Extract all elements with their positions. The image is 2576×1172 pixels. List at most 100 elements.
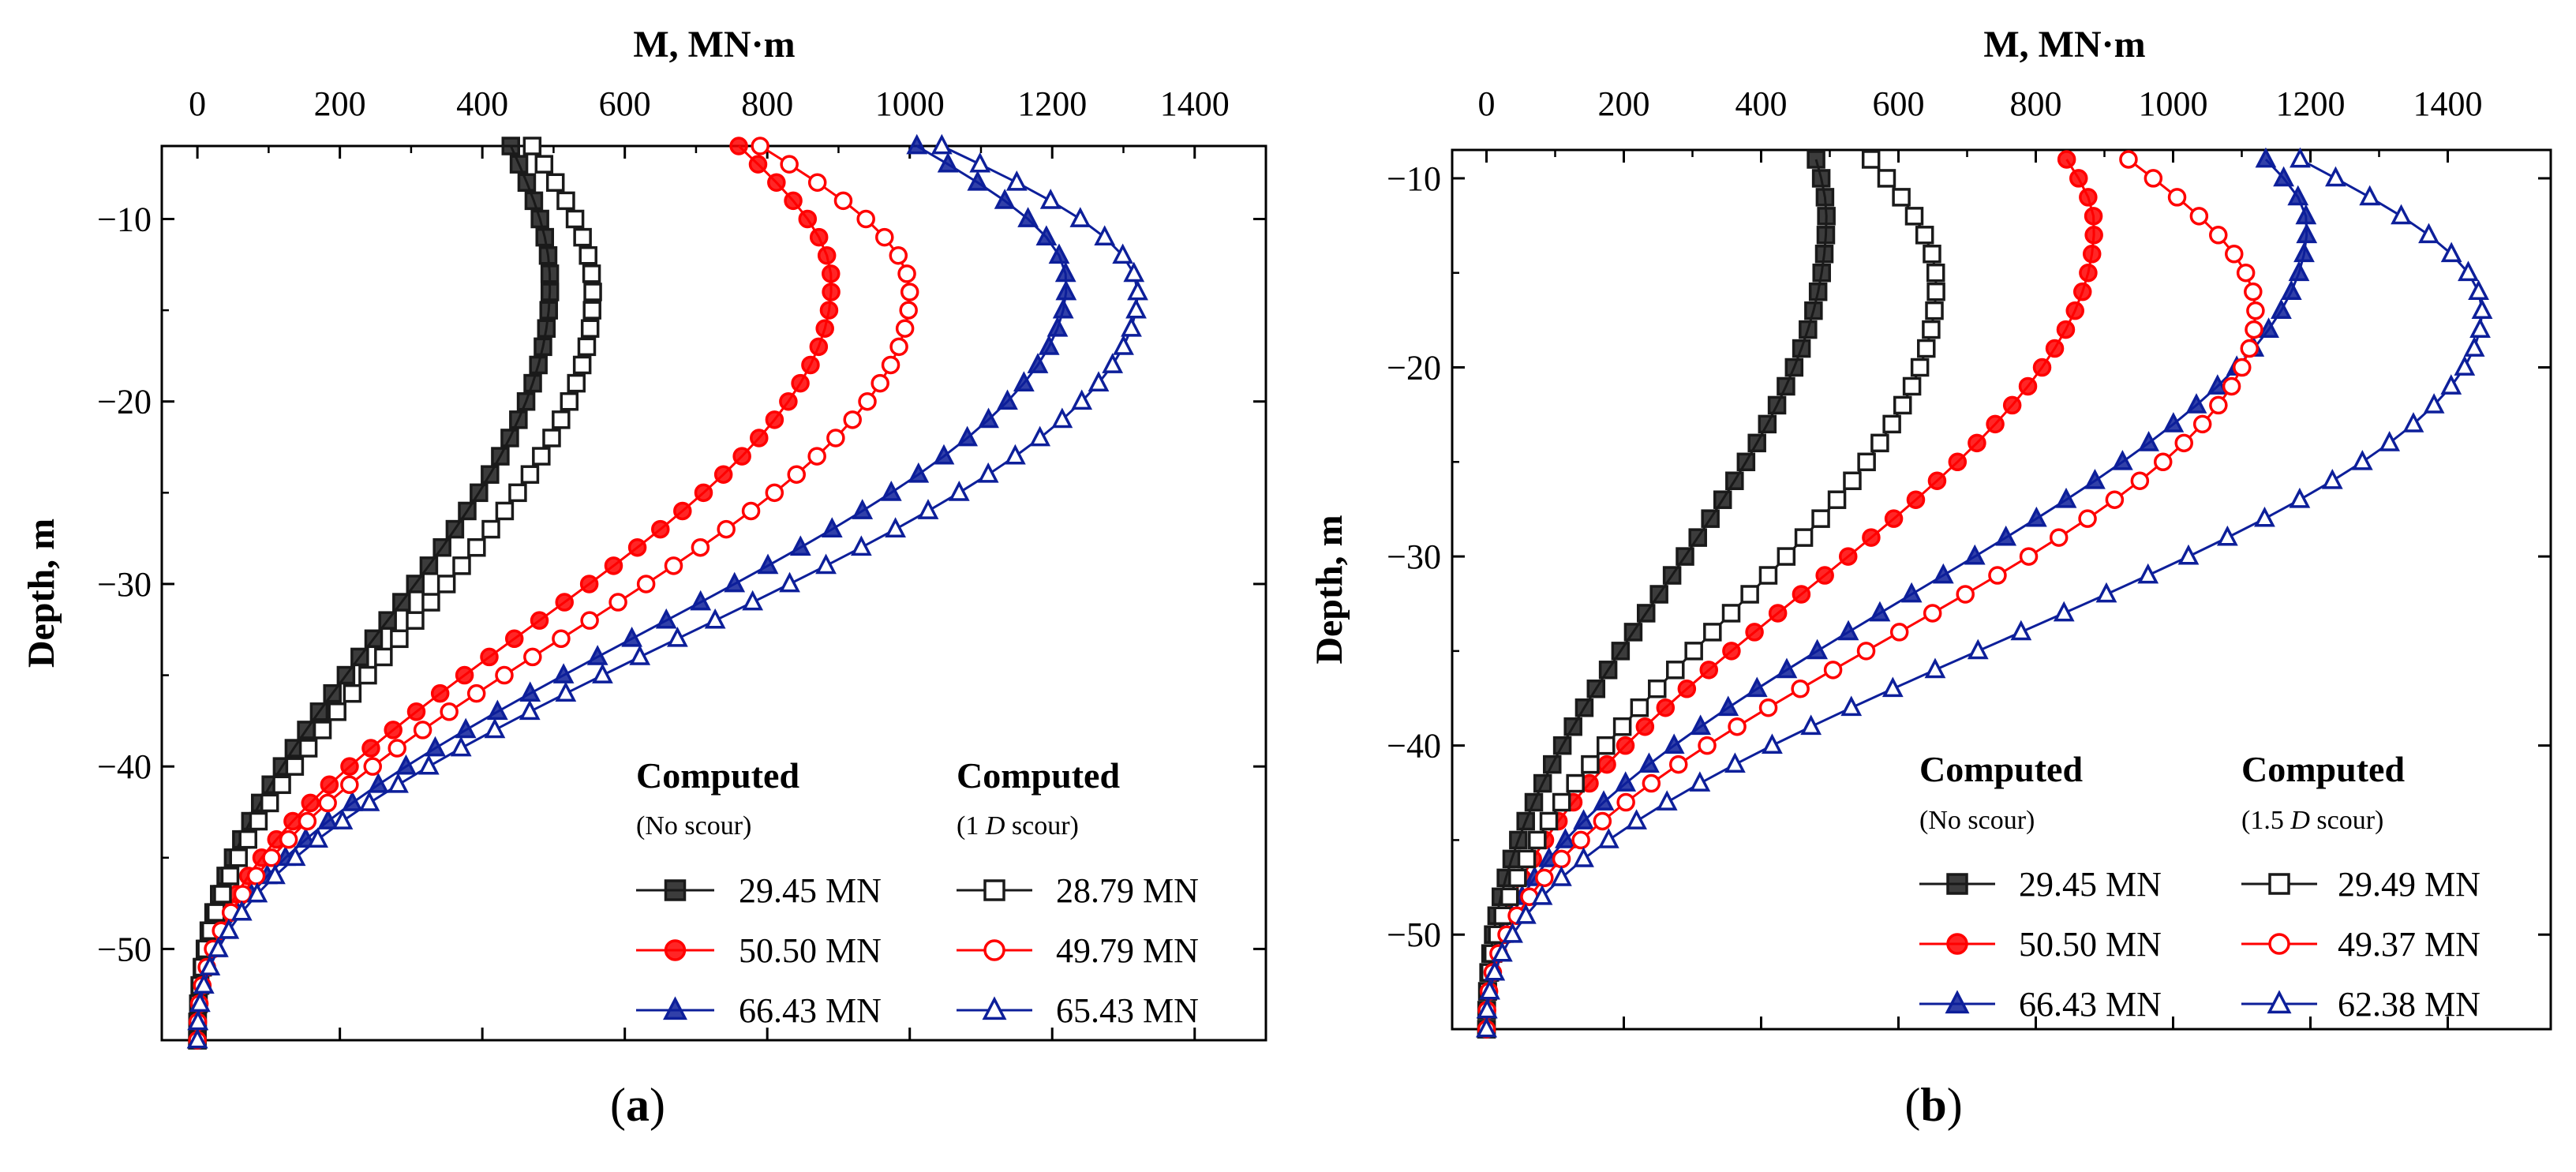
chart-a-data-point — [1051, 407, 1073, 429]
chart-b-data-point — [1948, 452, 1968, 472]
chart-b-data-point — [1656, 698, 1676, 717]
chart-b-data-point — [1500, 887, 1519, 907]
chart-b-data-point — [2379, 431, 2401, 451]
chart-a-data-point — [466, 683, 486, 703]
chart-a-series-line — [196, 144, 1140, 1041]
chart-b-data-point — [1924, 657, 1946, 679]
chart-b-data-point — [1827, 490, 1847, 509]
chart-a-x-tick-label: 1400 — [1160, 84, 1230, 123]
chart-b-y-axis-title: Depth, m — [1309, 515, 1350, 664]
chart-b-data-point — [1808, 282, 1828, 301]
chart-b-data-point — [1616, 736, 1635, 755]
chart-b-data-point — [1925, 301, 1944, 320]
chart-a-data-point — [1125, 298, 1147, 319]
chart-b-data-point — [1862, 528, 1881, 547]
chart-a-legend-marker — [664, 939, 687, 961]
chart-b-x-tick-label: 1400 — [2413, 84, 2483, 123]
chart-b-data-point — [2167, 188, 2187, 207]
chart-a-data-point — [486, 699, 508, 721]
chart-a-data-point — [556, 191, 575, 211]
chart-b-data-point — [2469, 317, 2491, 338]
chart-b-data-point — [1598, 661, 1618, 680]
chart-b-svg: 0 200 400 600 800 1000 1200 1400 −10 −20 −30 −40 −50… — [1309, 24, 2552, 1131]
chart-b-legend-marker — [1946, 933, 1968, 955]
chart-a-x-tick-label: 600 — [599, 84, 651, 123]
chart-b-data-point — [1677, 680, 1697, 698]
chart-b-data-point — [2290, 147, 2311, 168]
chart-a-data-point — [534, 155, 554, 174]
chart-b-data-point — [1535, 868, 1554, 888]
chart-a-data-point — [537, 319, 556, 338]
chart-b-data-point — [1690, 714, 1712, 736]
chart-b-data-point — [1574, 698, 1594, 717]
chart-a-x-tick-label: 200 — [314, 84, 366, 123]
chart-a-data-point — [1069, 207, 1091, 227]
chart-b-data-point — [1840, 695, 1863, 717]
chart-a-data-point — [530, 611, 549, 630]
chart-a-data-point — [852, 499, 874, 519]
chart-b-data-point — [2084, 207, 2103, 226]
chart-a-data-point — [997, 389, 1018, 410]
chart-a-data-point — [1123, 261, 1145, 283]
chart-b-data-point — [1668, 754, 1688, 774]
chart-b-data-point — [1552, 736, 1572, 755]
chart-a-data-point — [1094, 225, 1116, 245]
chart-a-data-point — [826, 429, 845, 447]
chart-b-legend-marker — [2268, 933, 2290, 955]
chart-a-data-point — [1113, 335, 1134, 355]
chart-a-series-line — [196, 145, 552, 1041]
chart-a-y-tick-label: −40 — [97, 747, 152, 786]
chart-b-data-point — [2271, 298, 2292, 320]
chart-a-series-28-79-mn — [188, 137, 602, 1050]
chart-b-series-66-43-mn — [1476, 147, 2318, 1038]
chart-b-data-point — [1758, 414, 1777, 434]
chart-b-data-point — [2153, 452, 2173, 472]
chart-b-series-50-50-mn — [1477, 150, 2103, 1039]
chart-a-data-point — [750, 429, 769, 447]
chart-b-panel-label: (b) — [1904, 1079, 1962, 1131]
chart-b-data-point — [2280, 279, 2302, 301]
chart-b-data-point — [1573, 809, 1594, 829]
chart-b-y-tick-label: −20 — [1387, 349, 1441, 388]
chart-b-data-point — [2258, 317, 2279, 338]
chart-a-data-point — [328, 702, 346, 721]
chart-a-data-point — [532, 447, 551, 466]
chart-b-legend-label: 66.43 MN — [2019, 985, 2162, 1024]
chart-a-data-point — [189, 991, 211, 1013]
chart-b-data-point — [1476, 998, 1498, 1019]
chart-a-data-point — [481, 465, 500, 484]
chart-b-data-point — [1509, 830, 1528, 850]
chart-b-data-point — [1807, 150, 1825, 169]
chart-a-data-point — [917, 499, 939, 519]
chart-a-data-point — [655, 608, 677, 629]
chart-b-data-point — [1792, 339, 1811, 358]
chart-a-data-point — [264, 863, 286, 885]
chart-b-data-point — [2244, 282, 2263, 301]
chart-a-data-point — [573, 227, 592, 247]
chart-b-data-point — [2032, 358, 2052, 377]
chart-b-data-point — [2255, 147, 2277, 168]
chart-a-data-point — [691, 537, 710, 557]
chart-a-data-point — [748, 155, 768, 174]
chart-b-data-point — [1502, 922, 1523, 943]
chart-b-legend-marker — [1945, 990, 1970, 1014]
chart-b-x-tick-label: 600 — [1873, 84, 1925, 123]
chart-a-data-point — [470, 483, 489, 503]
chart-b-data-point — [1626, 809, 1647, 829]
chart-b-data-point — [2454, 355, 2476, 376]
chart-b-data-point — [1552, 792, 1571, 812]
chart-a-data-point — [301, 793, 320, 813]
chart-b-data-point — [1968, 433, 1986, 453]
chart-a-data-point — [206, 903, 226, 922]
chart-a-data-point — [578, 245, 597, 265]
chart-b-data-point — [2177, 544, 2200, 565]
chart-a-data-point — [779, 571, 800, 593]
chart-a-data-point — [388, 739, 406, 758]
chart-a-data-point — [336, 665, 356, 685]
chart-a-data-point — [815, 553, 837, 575]
chart-a-data-point — [807, 173, 827, 192]
chart-b-data-point — [1663, 733, 1685, 754]
chart-a-data-point — [787, 465, 806, 484]
chart-a-data-point — [621, 627, 643, 647]
chart-a-data-point — [560, 391, 579, 411]
